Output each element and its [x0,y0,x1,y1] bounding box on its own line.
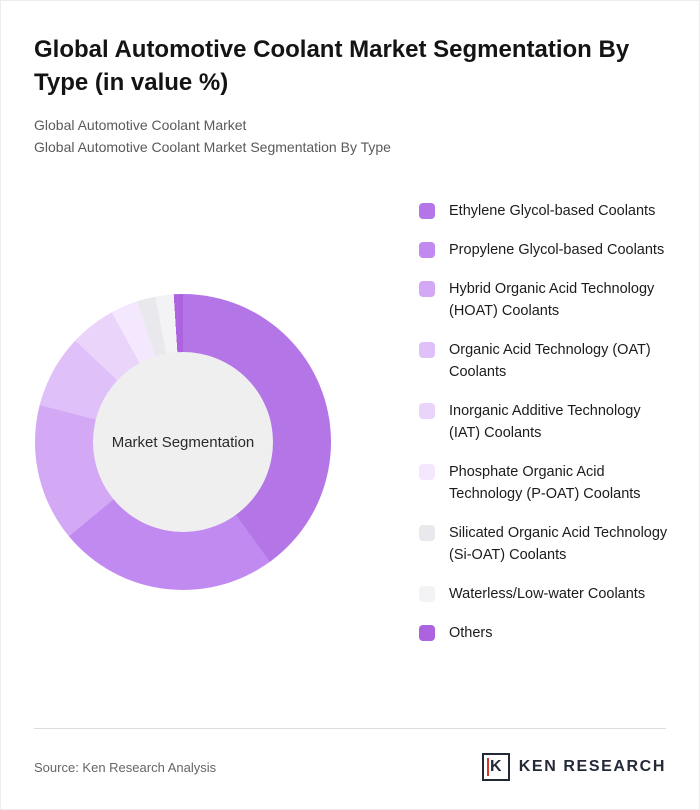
legend-item: Hybrid Organic Acid Technology (HOAT) Co… [419,278,671,322]
logo-wordmark: KEN RESEARCH [518,758,666,775]
legend-item: Organic Acid Technology (OAT) Coolants [419,339,671,383]
donut-center: Market Segmentation [93,352,273,532]
legend-swatch [419,464,435,480]
logo-k-letter: K [490,758,502,775]
legend-swatch [419,586,435,602]
legend-label: Phosphate Organic Acid Technology (P-OAT… [449,464,641,502]
legend-label: Waterless/Low-water Coolants [449,586,646,602]
legend-label: Organic Acid Technology (OAT) Coolants [449,342,651,380]
legend-item: Waterless/Low-water Coolants [419,583,671,605]
legend-label: Inorganic Additive Technology (IAT) Cool… [449,403,641,441]
legend-label: Propylene Glycol-based Coolants [449,242,665,258]
legend-label: Ethylene Glycol-based Coolants [449,203,656,219]
legend-swatch [419,525,435,541]
subtitle-segmentation: Global Automotive Coolant Market Segment… [34,139,391,155]
legend-label: Others [449,625,493,641]
chart-legend: Ethylene Glycol-based Coolants Propylene… [419,200,671,661]
legend-swatch [419,242,435,258]
footer-divider [34,728,666,729]
logo-k-emblem: K [481,753,510,781]
ken-research-logo: K KEN RESEARCH [481,753,666,781]
source-text: Source: Ken Research Analysis [34,759,217,775]
page-title: Global Automotive Coolant Market Segment… [34,36,630,97]
legend-swatch [419,403,435,419]
legend-swatch [419,281,435,297]
legend-item: Phosphate Organic Acid Technology (P-OAT… [419,461,671,505]
legend-item: Inorganic Additive Technology (IAT) Cool… [419,400,671,444]
legend-item: Silicated Organic Acid Technology (Si-OA… [419,522,671,566]
legend-item: Ethylene Glycol-based Coolants [419,200,671,222]
legend-swatch [419,625,435,641]
footer: Source: Ken Research Analysis K KEN RESE… [34,743,666,791]
legend-swatch [419,203,435,219]
legend-label: Silicated Organic Acid Technology (Si-OA… [449,525,668,563]
donut-center-label: Market Segmentation [111,433,255,451]
legend-swatch [419,342,435,358]
legend-label: Hybrid Organic Acid Technology (HOAT) Co… [449,281,655,319]
subtitle-market: Global Automotive Coolant Market [34,117,247,133]
legend-item: Propylene Glycol-based Coolants [419,239,671,261]
legend-item: Others [419,622,671,644]
